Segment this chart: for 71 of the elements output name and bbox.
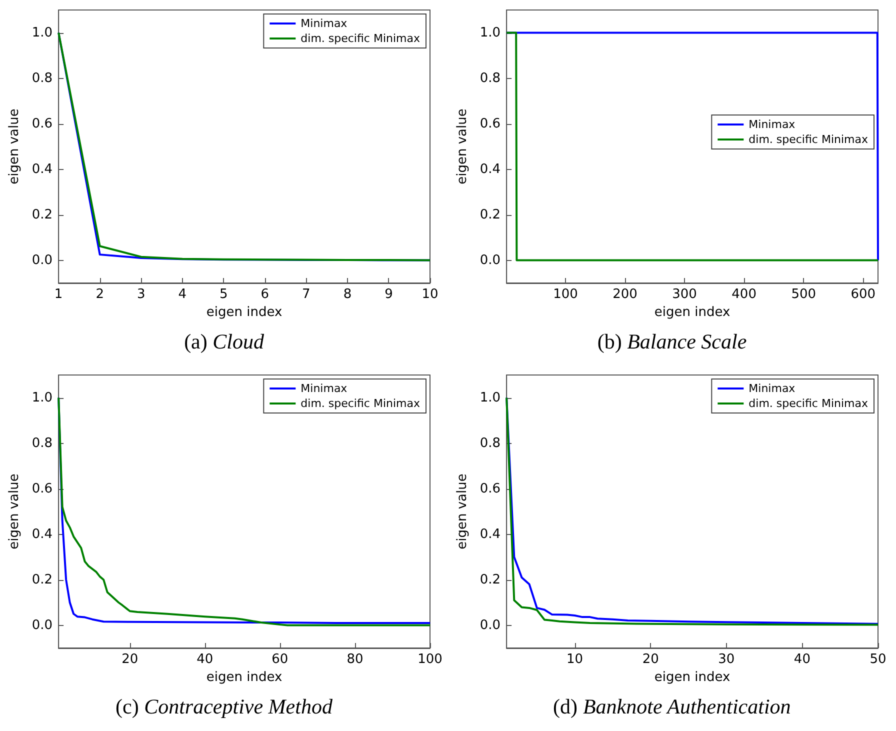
y-axis-title: eigen value xyxy=(7,474,22,550)
x-tick-label: 3 xyxy=(136,287,146,302)
y-tick-label: 0.0 xyxy=(32,618,53,633)
x-tick-label: 400 xyxy=(732,287,756,302)
legend-label: dim. specific Minimax xyxy=(748,133,868,146)
x-tick-label: 6 xyxy=(260,287,270,302)
y-tick-label: 0.4 xyxy=(480,526,501,542)
x-tick-label: 30 xyxy=(718,652,735,667)
legend-label: Minimax xyxy=(300,382,348,395)
y-tick-label: 1.0 xyxy=(480,25,501,40)
legend-label: Minimax xyxy=(748,382,796,395)
x-axis-title: eigen index xyxy=(654,670,730,685)
legend-label: dim. specific Minimax xyxy=(300,397,420,410)
x-tick-label: 50 xyxy=(870,652,886,667)
y-axis-title: eigen value xyxy=(7,108,22,184)
y-axis-title: eigen value xyxy=(455,108,470,184)
y-tick-label: 0.2 xyxy=(32,572,53,588)
y-tick-label: 0.8 xyxy=(32,70,53,86)
x-tick-label: 100 xyxy=(553,287,578,302)
text: (c) Contraceptive Method xyxy=(116,694,333,718)
x-tick-label: 20 xyxy=(642,652,659,667)
y-tick-label: 0.6 xyxy=(480,481,501,496)
x-axis-title: eigen index xyxy=(654,304,730,320)
legend-label: Minimax xyxy=(300,17,348,30)
line-series xyxy=(58,32,431,262)
text: (b) Balance Scale xyxy=(597,330,747,354)
y-axis-title: eigen value xyxy=(455,474,470,550)
x-tick-label: 60 xyxy=(272,652,288,667)
y-tick-label: 0.2 xyxy=(480,207,501,222)
x-tick-label: 10 xyxy=(422,287,438,302)
x-tick-label: 600 xyxy=(850,287,876,302)
y-tick-label: 0.2 xyxy=(32,207,53,222)
x-tick-label: 1 xyxy=(54,287,63,302)
x-tick-label: 40 xyxy=(794,652,810,667)
x-tick-label: 5 xyxy=(220,287,228,302)
y-tick-label: 0.2 xyxy=(480,572,501,588)
y-tick-label: 0.0 xyxy=(480,618,501,633)
y-tick-label: 0.4 xyxy=(32,162,53,177)
y-tick-label: 1.0 xyxy=(480,390,501,406)
y-tick-label: 1.0 xyxy=(32,390,53,406)
x-tick-label: 4 xyxy=(178,287,187,302)
x-tick-label: 20 xyxy=(122,652,138,667)
x-tick-label: 500 xyxy=(791,287,816,302)
legend-label: Minimax xyxy=(748,118,796,131)
x-tick-label: 7 xyxy=(302,287,310,302)
y-tick-label: 0.8 xyxy=(480,436,501,451)
legend-label: dim. specific Minimax xyxy=(748,397,868,410)
x-tick-label: 10 xyxy=(566,652,584,667)
y-tick-label: 0.8 xyxy=(480,70,501,86)
x-tick-label: 9 xyxy=(384,287,393,302)
legend-label: dim. specific Minimax xyxy=(300,32,420,45)
y-tick-label: 0.6 xyxy=(32,116,53,132)
text: (a) Cloud xyxy=(184,330,264,354)
y-tick-label: 0.4 xyxy=(32,526,53,542)
x-tick-label: 200 xyxy=(612,287,638,302)
y-tick-label: 0.6 xyxy=(480,116,501,132)
y-tick-label: 1.0 xyxy=(32,25,53,40)
x-tick-label: 2 xyxy=(96,287,104,302)
y-tick-label: 0.8 xyxy=(32,436,53,451)
x-axis-title: eigen index xyxy=(206,304,282,320)
y-tick-label: 0.6 xyxy=(32,481,53,496)
text: (d) Banknote Authentication xyxy=(553,694,791,718)
y-tick-label: 0.4 xyxy=(480,162,501,177)
y-tick-label: 0.0 xyxy=(480,252,501,268)
x-axis-title: eigen index xyxy=(206,670,282,685)
x-tick-label: 300 xyxy=(672,287,697,302)
x-tick-label: 40 xyxy=(196,652,214,667)
x-tick-label: 8 xyxy=(343,287,352,302)
x-tick-label: 100 xyxy=(418,652,442,667)
y-tick-label: 0.0 xyxy=(32,252,53,268)
x-tick-label: 80 xyxy=(346,652,364,667)
